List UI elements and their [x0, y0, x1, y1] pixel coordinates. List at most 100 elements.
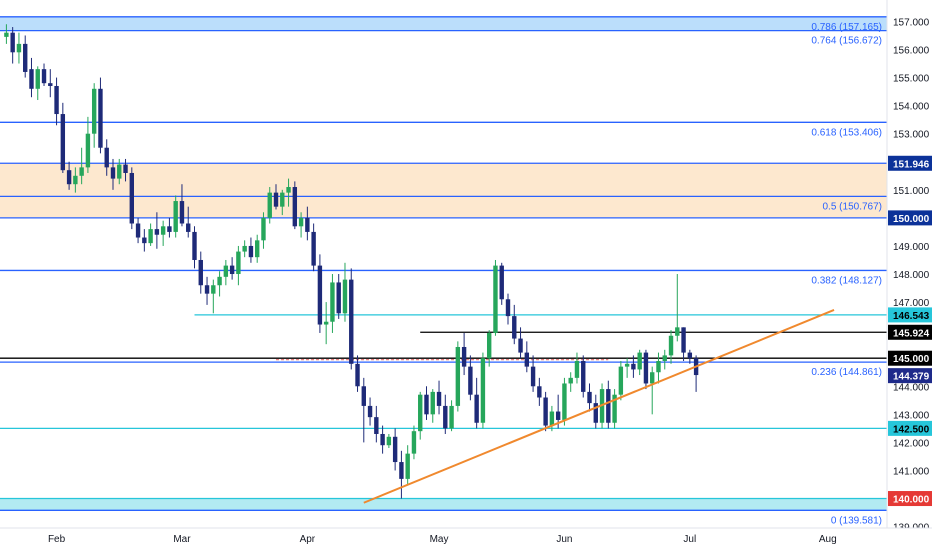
- candle-body: [135, 223, 141, 238]
- trendline-layer: [363, 309, 835, 504]
- candle-body: [41, 69, 47, 84]
- candle-body: [148, 229, 153, 244]
- candle-body: [229, 265, 235, 275]
- fib-label: 0.236 (144.861): [811, 367, 882, 378]
- candle: [123, 158, 128, 182]
- candle-body: [10, 32, 15, 53]
- price-axis[interactable]: 139.000140.000141.000142.000143.000144.0…: [886, 0, 932, 550]
- candle: [85, 116, 91, 173]
- candle-body: [668, 335, 674, 356]
- candle-body: [518, 338, 523, 353]
- candle-body: [179, 201, 185, 224]
- candle: [110, 158, 116, 190]
- price-tag-background: [888, 155, 932, 171]
- candle: [10, 27, 15, 64]
- candle-body: [298, 217, 304, 227]
- candle: [317, 254, 323, 333]
- candle: [242, 240, 247, 258]
- candle: [499, 262, 504, 305]
- candle: [204, 276, 210, 305]
- y-tick-label: 142.000: [893, 438, 930, 449]
- candle-body: [581, 361, 586, 392]
- candle-body: [499, 265, 504, 300]
- candle: [568, 372, 573, 392]
- candle-body: [411, 431, 417, 454]
- candle-body: [192, 231, 197, 260]
- candle-body: [486, 332, 492, 359]
- candle: [493, 259, 498, 336]
- candle-body: [167, 226, 172, 232]
- candle: [650, 366, 655, 415]
- candle: [693, 355, 699, 392]
- candle: [587, 383, 592, 412]
- candle: [298, 212, 304, 238]
- candle-body: [23, 43, 28, 72]
- candle-body: [587, 391, 592, 404]
- candle-body: [549, 411, 555, 426]
- fib-label: 0.5 (150.767): [823, 201, 883, 212]
- price-tag-label: 146.543: [893, 311, 930, 322]
- candle-body: [505, 299, 511, 317]
- candle-body: [211, 285, 216, 294]
- candle-body: [543, 397, 548, 426]
- candle: [618, 361, 624, 401]
- price-tag: 145.924: [888, 324, 932, 340]
- candle: [675, 274, 680, 342]
- candle: [129, 167, 134, 230]
- y-tick-label: 151.000: [893, 186, 930, 197]
- candle: [687, 349, 693, 364]
- candle: [104, 139, 109, 176]
- candle: [280, 189, 285, 216]
- candle-body: [418, 394, 423, 432]
- candle-body: [612, 394, 617, 423]
- fib-label: 0.764 (156.672): [811, 36, 882, 47]
- candle-body: [530, 366, 536, 387]
- candle-body: [173, 201, 178, 232]
- price-tag: 145.000: [888, 350, 932, 366]
- candle-body: [474, 394, 479, 423]
- price-tag-background: [888, 350, 932, 366]
- candle-body: [54, 85, 59, 115]
- candle-body: [248, 245, 254, 258]
- candle-body: [317, 265, 323, 325]
- candle-body: [223, 265, 229, 277]
- candle-body: [656, 361, 661, 373]
- candle-body: [662, 355, 667, 362]
- candle: [631, 355, 636, 378]
- price-tag: 146.543: [888, 307, 932, 323]
- level-lines-layer: [0, 16, 887, 511]
- candle-body: [311, 231, 316, 266]
- candle: [48, 69, 53, 98]
- price-tag-label: 151.946: [893, 159, 930, 170]
- zone-0: [0, 163, 887, 218]
- candle-body: [267, 192, 272, 218]
- candle-body: [361, 386, 366, 406]
- time-axis[interactable]: Feb Mar Apr May Jun Jul Aug: [0, 527, 932, 550]
- candle-body: [29, 69, 34, 89]
- x-tick-label: Mar: [173, 534, 191, 545]
- candle-body: [123, 164, 128, 173]
- candle: [606, 380, 611, 429]
- price-tag-label: 145.000: [893, 354, 930, 365]
- y-tick-label: 157.000: [893, 17, 930, 28]
- candle-body: [48, 83, 53, 86]
- candle: [29, 57, 34, 98]
- candle-body: [537, 386, 542, 398]
- candle: [468, 355, 473, 401]
- y-tick-label: 154.000: [893, 102, 930, 113]
- candle: [54, 77, 59, 126]
- candle: [505, 293, 511, 325]
- price-tag-label: 140.000: [893, 495, 930, 506]
- candle-body: [631, 363, 636, 370]
- candle: [405, 445, 410, 485]
- candle: [167, 217, 172, 238]
- price-tag-background: [888, 491, 932, 507]
- candle: [624, 358, 630, 378]
- candle: [148, 223, 153, 246]
- y-tick-label: 153.000: [893, 130, 930, 141]
- candle: [537, 377, 542, 406]
- fib-label: 0 (139.581): [831, 515, 882, 526]
- candle: [392, 428, 398, 471]
- candle-body: [399, 462, 404, 479]
- candle-body: [336, 282, 341, 314]
